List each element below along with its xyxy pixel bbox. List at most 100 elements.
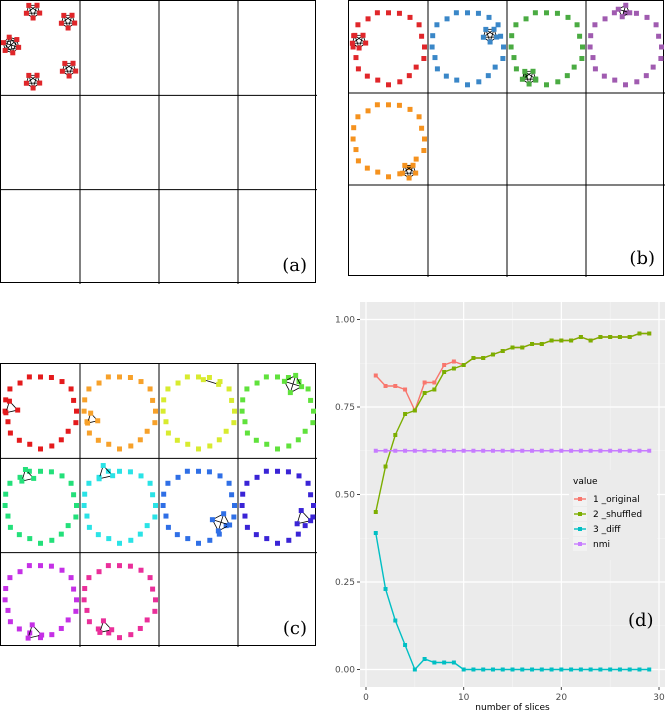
network-node: [97, 569, 102, 574]
legend-label: 1 _original: [593, 495, 640, 505]
network-node: [185, 374, 190, 379]
network-node: [38, 374, 43, 379]
network-node: [26, 73, 31, 78]
network-node: [7, 575, 12, 580]
network-node: [634, 79, 639, 84]
data-point: [579, 449, 583, 453]
network-node: [264, 469, 269, 474]
data-point: [530, 449, 534, 453]
network-node: [306, 481, 311, 486]
network-node: [3, 586, 8, 591]
network-node: [432, 55, 437, 60]
data-point: [520, 668, 524, 672]
network-node: [308, 398, 313, 403]
network-node: [366, 108, 371, 113]
network-node: [544, 82, 549, 87]
network-node: [244, 386, 249, 391]
network-node: [353, 55, 358, 60]
network-node: [185, 536, 190, 541]
network-node: [145, 429, 150, 434]
data-point: [413, 409, 417, 413]
data-point: [618, 335, 622, 339]
network-node: [513, 22, 518, 27]
data-point: [452, 449, 456, 453]
network-node: [501, 45, 506, 50]
network-node: [500, 56, 505, 61]
network-node: [74, 409, 79, 414]
data-point: [462, 449, 466, 453]
network-node: [407, 73, 412, 78]
network-node: [138, 532, 143, 537]
network-node: [352, 33, 357, 38]
network-node: [286, 538, 291, 543]
network-node: [254, 438, 259, 443]
data-point: [442, 363, 446, 367]
network-node: [435, 66, 440, 71]
network-node: [275, 374, 280, 379]
data-point: [550, 449, 554, 453]
network-node: [355, 114, 360, 119]
data-point: [520, 449, 524, 453]
data-point: [413, 668, 417, 672]
network-node: [59, 437, 64, 442]
network-node: [161, 409, 166, 414]
data-point: [637, 332, 641, 336]
network-node: [15, 408, 20, 413]
network-node: [375, 102, 380, 107]
data-point: [569, 339, 573, 343]
network-node: [84, 608, 89, 613]
network-node: [496, 22, 501, 27]
network-node: [361, 33, 366, 38]
legend-title: value: [573, 477, 598, 487]
data-point: [608, 668, 612, 672]
network-node: [397, 79, 402, 84]
data-point: [618, 449, 622, 453]
network-node: [356, 158, 361, 163]
network-node: [422, 137, 427, 142]
network-node: [3, 48, 8, 53]
network-node: [240, 409, 245, 414]
network-node: [8, 525, 13, 530]
network-node: [7, 386, 12, 391]
network-node: [109, 627, 114, 632]
network-node: [297, 473, 302, 478]
network-node: [185, 442, 190, 447]
network-node: [185, 469, 190, 474]
network-node: [245, 431, 250, 436]
data-point: [442, 661, 446, 665]
network-node: [97, 381, 102, 386]
data-point: [540, 449, 544, 453]
network-node: [527, 81, 532, 86]
network-node: [623, 3, 628, 8]
data-point: [550, 668, 554, 672]
network-node: [85, 421, 90, 426]
network-node: [117, 541, 122, 546]
network-node: [24, 11, 29, 16]
network-node: [31, 476, 36, 481]
network-node: [588, 45, 593, 50]
network-node: [18, 569, 23, 574]
network-node: [555, 11, 560, 16]
network-node: [10, 50, 15, 55]
network-node: [86, 575, 91, 580]
data-point: [628, 335, 632, 339]
legend-label: nmi: [593, 540, 610, 550]
network-node: [366, 16, 371, 21]
network-node: [311, 409, 316, 414]
data-point: [393, 449, 397, 453]
network-node: [444, 74, 449, 79]
data-point: [471, 449, 475, 453]
network-node: [196, 469, 201, 474]
data-point: [442, 370, 446, 374]
x-axis-label: number of slices: [475, 703, 550, 711]
network-node: [227, 481, 232, 486]
network-node: [227, 522, 232, 527]
network-node: [60, 379, 65, 384]
network-node: [240, 492, 245, 497]
network-node: [465, 82, 470, 87]
legend-swatch-point: [578, 512, 582, 516]
network-node: [128, 469, 133, 474]
network-node: [165, 481, 170, 486]
